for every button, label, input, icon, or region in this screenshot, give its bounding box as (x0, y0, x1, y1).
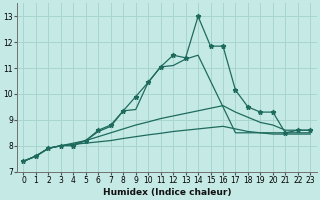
X-axis label: Humidex (Indice chaleur): Humidex (Indice chaleur) (103, 188, 231, 197)
